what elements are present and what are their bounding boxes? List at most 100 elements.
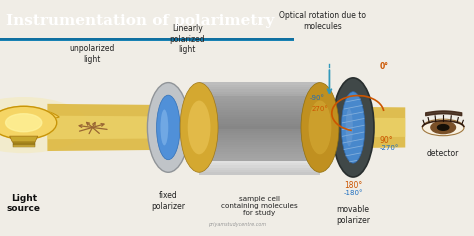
Text: 270°: 270° (311, 105, 328, 112)
Text: 0°: 0° (379, 62, 388, 71)
FancyBboxPatch shape (199, 110, 320, 112)
FancyBboxPatch shape (0, 39, 294, 40)
FancyBboxPatch shape (0, 40, 294, 41)
FancyBboxPatch shape (199, 142, 320, 145)
Text: -90°: -90° (310, 95, 325, 101)
FancyBboxPatch shape (199, 103, 320, 105)
Ellipse shape (346, 109, 353, 146)
FancyBboxPatch shape (199, 82, 320, 85)
Polygon shape (0, 108, 59, 133)
FancyBboxPatch shape (0, 39, 294, 41)
FancyBboxPatch shape (199, 128, 320, 131)
FancyBboxPatch shape (0, 40, 294, 41)
Text: fixed
polarizer: fixed polarizer (151, 191, 185, 211)
FancyBboxPatch shape (0, 39, 294, 40)
FancyBboxPatch shape (199, 126, 320, 129)
FancyBboxPatch shape (199, 140, 320, 142)
Polygon shape (47, 116, 405, 139)
FancyBboxPatch shape (199, 165, 320, 168)
FancyBboxPatch shape (0, 40, 294, 41)
Text: 180°: 180° (344, 181, 362, 190)
FancyBboxPatch shape (0, 40, 294, 41)
Polygon shape (9, 136, 38, 142)
FancyBboxPatch shape (199, 158, 320, 161)
FancyBboxPatch shape (0, 39, 294, 41)
FancyBboxPatch shape (199, 84, 320, 87)
FancyBboxPatch shape (199, 131, 320, 133)
FancyBboxPatch shape (0, 40, 294, 41)
FancyBboxPatch shape (199, 117, 320, 119)
FancyBboxPatch shape (199, 114, 320, 117)
Ellipse shape (160, 110, 168, 145)
Ellipse shape (332, 78, 374, 177)
FancyBboxPatch shape (199, 156, 320, 158)
FancyBboxPatch shape (199, 153, 320, 156)
Ellipse shape (301, 83, 339, 172)
Text: sample cell
containing molecules
for study: sample cell containing molecules for stu… (221, 196, 298, 216)
FancyBboxPatch shape (13, 145, 35, 147)
FancyBboxPatch shape (199, 135, 320, 138)
FancyBboxPatch shape (199, 144, 320, 147)
FancyBboxPatch shape (0, 39, 294, 40)
FancyBboxPatch shape (0, 39, 294, 40)
FancyBboxPatch shape (199, 89, 320, 92)
FancyBboxPatch shape (0, 40, 294, 41)
FancyBboxPatch shape (199, 112, 320, 115)
FancyBboxPatch shape (0, 40, 294, 41)
FancyBboxPatch shape (199, 151, 320, 154)
FancyBboxPatch shape (199, 172, 320, 175)
Text: 90°: 90° (379, 136, 393, 145)
Polygon shape (47, 104, 405, 151)
FancyBboxPatch shape (0, 39, 294, 40)
FancyBboxPatch shape (0, 39, 294, 40)
Ellipse shape (156, 95, 180, 160)
FancyBboxPatch shape (199, 91, 320, 94)
FancyBboxPatch shape (199, 98, 320, 101)
Text: unpolarized
light: unpolarized light (70, 44, 115, 64)
FancyBboxPatch shape (199, 137, 320, 140)
Circle shape (0, 106, 57, 139)
FancyBboxPatch shape (0, 39, 294, 40)
FancyBboxPatch shape (199, 163, 320, 165)
Circle shape (438, 125, 449, 130)
Text: detector: detector (427, 149, 459, 158)
FancyBboxPatch shape (0, 39, 294, 41)
FancyBboxPatch shape (0, 38, 294, 40)
FancyBboxPatch shape (199, 119, 320, 122)
Ellipse shape (341, 92, 365, 163)
Text: Light
source: Light source (7, 194, 41, 213)
FancyBboxPatch shape (0, 39, 294, 41)
FancyBboxPatch shape (0, 39, 294, 41)
Text: -270°: -270° (379, 144, 399, 151)
Ellipse shape (422, 119, 464, 136)
FancyBboxPatch shape (199, 94, 320, 96)
FancyBboxPatch shape (199, 87, 320, 89)
Text: Optical rotation due to
molecules: Optical rotation due to molecules (279, 11, 366, 31)
Text: movable
polarizer: movable polarizer (336, 205, 370, 225)
FancyBboxPatch shape (0, 38, 294, 40)
Text: Instrumentation of polarimetry: Instrumentation of polarimetry (6, 14, 274, 28)
FancyBboxPatch shape (0, 39, 294, 41)
Ellipse shape (180, 83, 218, 172)
FancyBboxPatch shape (0, 39, 294, 41)
FancyBboxPatch shape (199, 107, 320, 110)
FancyBboxPatch shape (199, 149, 320, 152)
FancyBboxPatch shape (0, 39, 294, 41)
Ellipse shape (309, 101, 331, 154)
Text: -180°: -180° (343, 190, 363, 196)
FancyBboxPatch shape (199, 121, 320, 124)
FancyBboxPatch shape (199, 101, 320, 103)
FancyBboxPatch shape (199, 123, 320, 126)
FancyBboxPatch shape (199, 105, 320, 108)
FancyBboxPatch shape (13, 143, 35, 145)
FancyBboxPatch shape (199, 133, 320, 135)
FancyBboxPatch shape (13, 142, 35, 144)
FancyBboxPatch shape (0, 39, 294, 40)
FancyBboxPatch shape (199, 169, 320, 172)
Ellipse shape (188, 101, 210, 154)
FancyBboxPatch shape (199, 147, 320, 149)
FancyBboxPatch shape (0, 39, 294, 40)
FancyBboxPatch shape (199, 160, 320, 163)
FancyBboxPatch shape (0, 38, 294, 40)
Circle shape (431, 121, 456, 134)
